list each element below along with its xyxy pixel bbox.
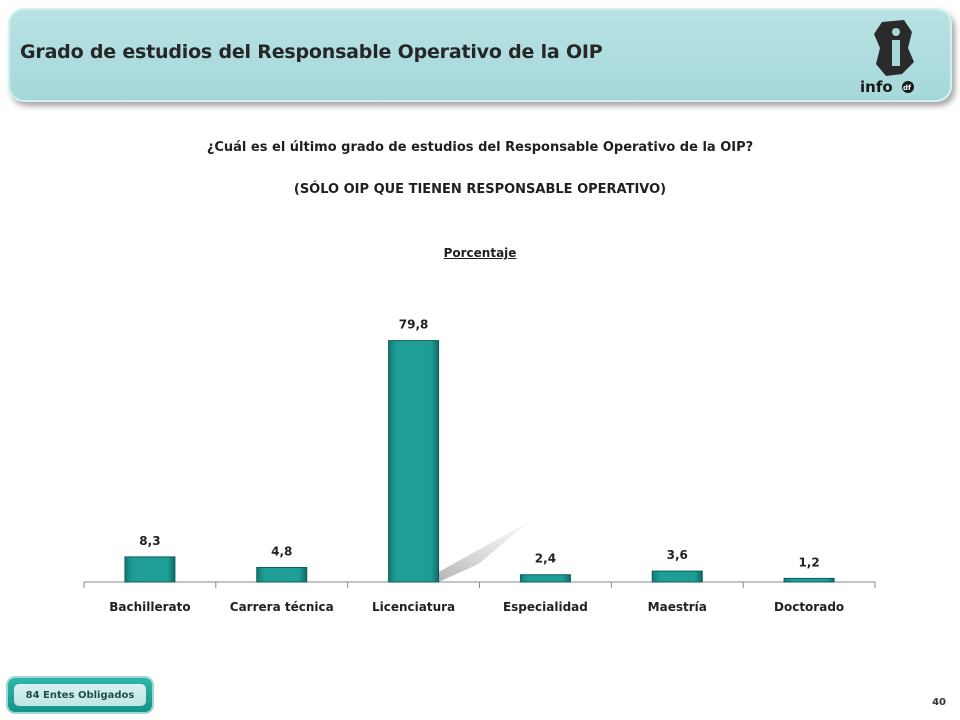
entities-badge-label: 84 Entes Obligados (14, 684, 146, 706)
data-label: 2,4 (535, 552, 556, 566)
data-label: 8,3 (139, 534, 160, 548)
x-tick-label: Especialidad (503, 600, 588, 614)
x-tick-label: Licenciatura (372, 600, 455, 614)
data-label: 4,8 (271, 544, 292, 558)
bar (651, 570, 703, 583)
survey-subquestion: (SÓLO OIP QUE TIENEN RESPONSABLE OPERATI… (293, 182, 667, 197)
infodf-logo: info df (860, 20, 914, 96)
bar (388, 340, 440, 583)
svg-text:df: df (903, 84, 912, 92)
bar-shadow (438, 522, 529, 582)
bar (256, 566, 308, 583)
data-label: 79,8 (399, 318, 429, 332)
page-number: 40 (932, 697, 946, 708)
data-label: 3,6 (667, 548, 688, 562)
x-tick-label: Doctorado (774, 600, 844, 614)
svg-text:info: info (860, 78, 893, 96)
percentage-label: Porcentaje (443, 246, 517, 260)
survey-question: ¿Cuál es el último grado de estudios del… (206, 140, 754, 155)
bar (124, 556, 176, 583)
x-tick-label: Maestría (648, 600, 707, 614)
bar (519, 574, 571, 583)
header-banner: Grado de estudios del Responsable Operat… (8, 8, 952, 102)
x-tick-label: Bachillerato (109, 600, 190, 614)
data-label: 1,2 (798, 555, 819, 569)
bar (783, 577, 835, 583)
entities-badge: 84 Entes Obligados (8, 678, 152, 712)
page-title: Grado de estudios del Responsable Operat… (20, 41, 603, 63)
x-tick-label: Carrera técnica (230, 600, 334, 614)
